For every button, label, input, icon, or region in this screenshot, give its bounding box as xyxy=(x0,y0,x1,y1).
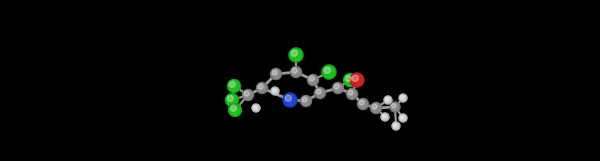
Circle shape xyxy=(393,123,397,127)
Circle shape xyxy=(384,96,392,104)
Circle shape xyxy=(392,122,400,130)
Circle shape xyxy=(308,75,319,85)
Circle shape xyxy=(291,50,298,56)
Circle shape xyxy=(385,97,389,101)
Circle shape xyxy=(272,70,277,75)
Circle shape xyxy=(399,94,407,102)
Circle shape xyxy=(400,95,404,99)
Circle shape xyxy=(227,80,241,93)
Circle shape xyxy=(258,84,263,89)
Circle shape xyxy=(252,104,260,112)
Circle shape xyxy=(334,84,339,89)
Circle shape xyxy=(309,76,314,81)
Circle shape xyxy=(226,94,239,106)
Circle shape xyxy=(314,87,325,99)
Circle shape xyxy=(348,90,353,95)
Circle shape xyxy=(257,82,268,94)
Circle shape xyxy=(350,73,364,87)
Circle shape xyxy=(229,81,235,87)
Circle shape xyxy=(301,95,311,106)
Circle shape xyxy=(324,67,331,73)
Circle shape xyxy=(399,114,407,122)
Circle shape xyxy=(346,76,352,81)
Circle shape xyxy=(271,87,279,95)
Circle shape xyxy=(242,90,254,100)
Circle shape xyxy=(316,89,321,94)
Circle shape xyxy=(272,88,276,92)
Circle shape xyxy=(289,48,303,62)
Circle shape xyxy=(381,113,389,121)
Circle shape xyxy=(229,104,241,117)
Circle shape xyxy=(332,82,343,94)
Circle shape xyxy=(283,93,297,107)
Circle shape xyxy=(390,102,400,112)
Circle shape xyxy=(358,99,368,109)
Circle shape xyxy=(230,105,236,111)
Circle shape xyxy=(359,100,364,105)
Circle shape xyxy=(302,97,307,102)
Circle shape xyxy=(352,75,358,81)
Circle shape xyxy=(343,74,356,86)
Circle shape xyxy=(227,95,233,101)
Circle shape xyxy=(244,91,249,96)
Circle shape xyxy=(347,89,358,99)
Circle shape xyxy=(400,115,404,119)
Circle shape xyxy=(292,68,297,73)
Circle shape xyxy=(285,95,292,101)
Circle shape xyxy=(392,104,396,108)
Circle shape xyxy=(371,103,382,114)
Circle shape xyxy=(322,65,336,79)
Circle shape xyxy=(290,66,302,77)
Circle shape xyxy=(372,104,377,109)
Circle shape xyxy=(253,105,257,109)
Circle shape xyxy=(382,114,386,118)
Circle shape xyxy=(271,68,281,80)
